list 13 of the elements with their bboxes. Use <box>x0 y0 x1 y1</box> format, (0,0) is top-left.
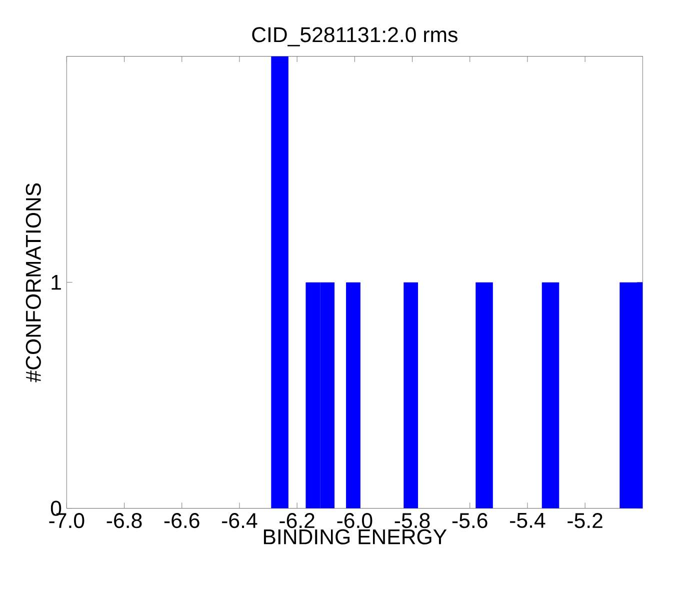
x-axis-title: BINDING ENERGY <box>264 529 447 544</box>
x-tick-label: -5.8 <box>394 513 430 528</box>
y-tick-label: 1 <box>52 274 61 290</box>
x-tick-label: -5.4 <box>510 513 546 528</box>
x-tick-label: -6.0 <box>337 513 372 528</box>
y-axis-title: #CONFORMATIONS <box>26 183 41 382</box>
x-tick-label: -6.6 <box>164 513 200 528</box>
x-tick-label: -5.2 <box>568 513 602 528</box>
x-tick-label: -6.8 <box>106 513 142 528</box>
x-tick-label: -5.6 <box>452 513 488 528</box>
x-tick-label: -6.2 <box>280 513 314 528</box>
x-tick-label: -6.4 <box>222 513 258 528</box>
chart-title: CID_5281131:2.0 rms <box>252 27 458 46</box>
